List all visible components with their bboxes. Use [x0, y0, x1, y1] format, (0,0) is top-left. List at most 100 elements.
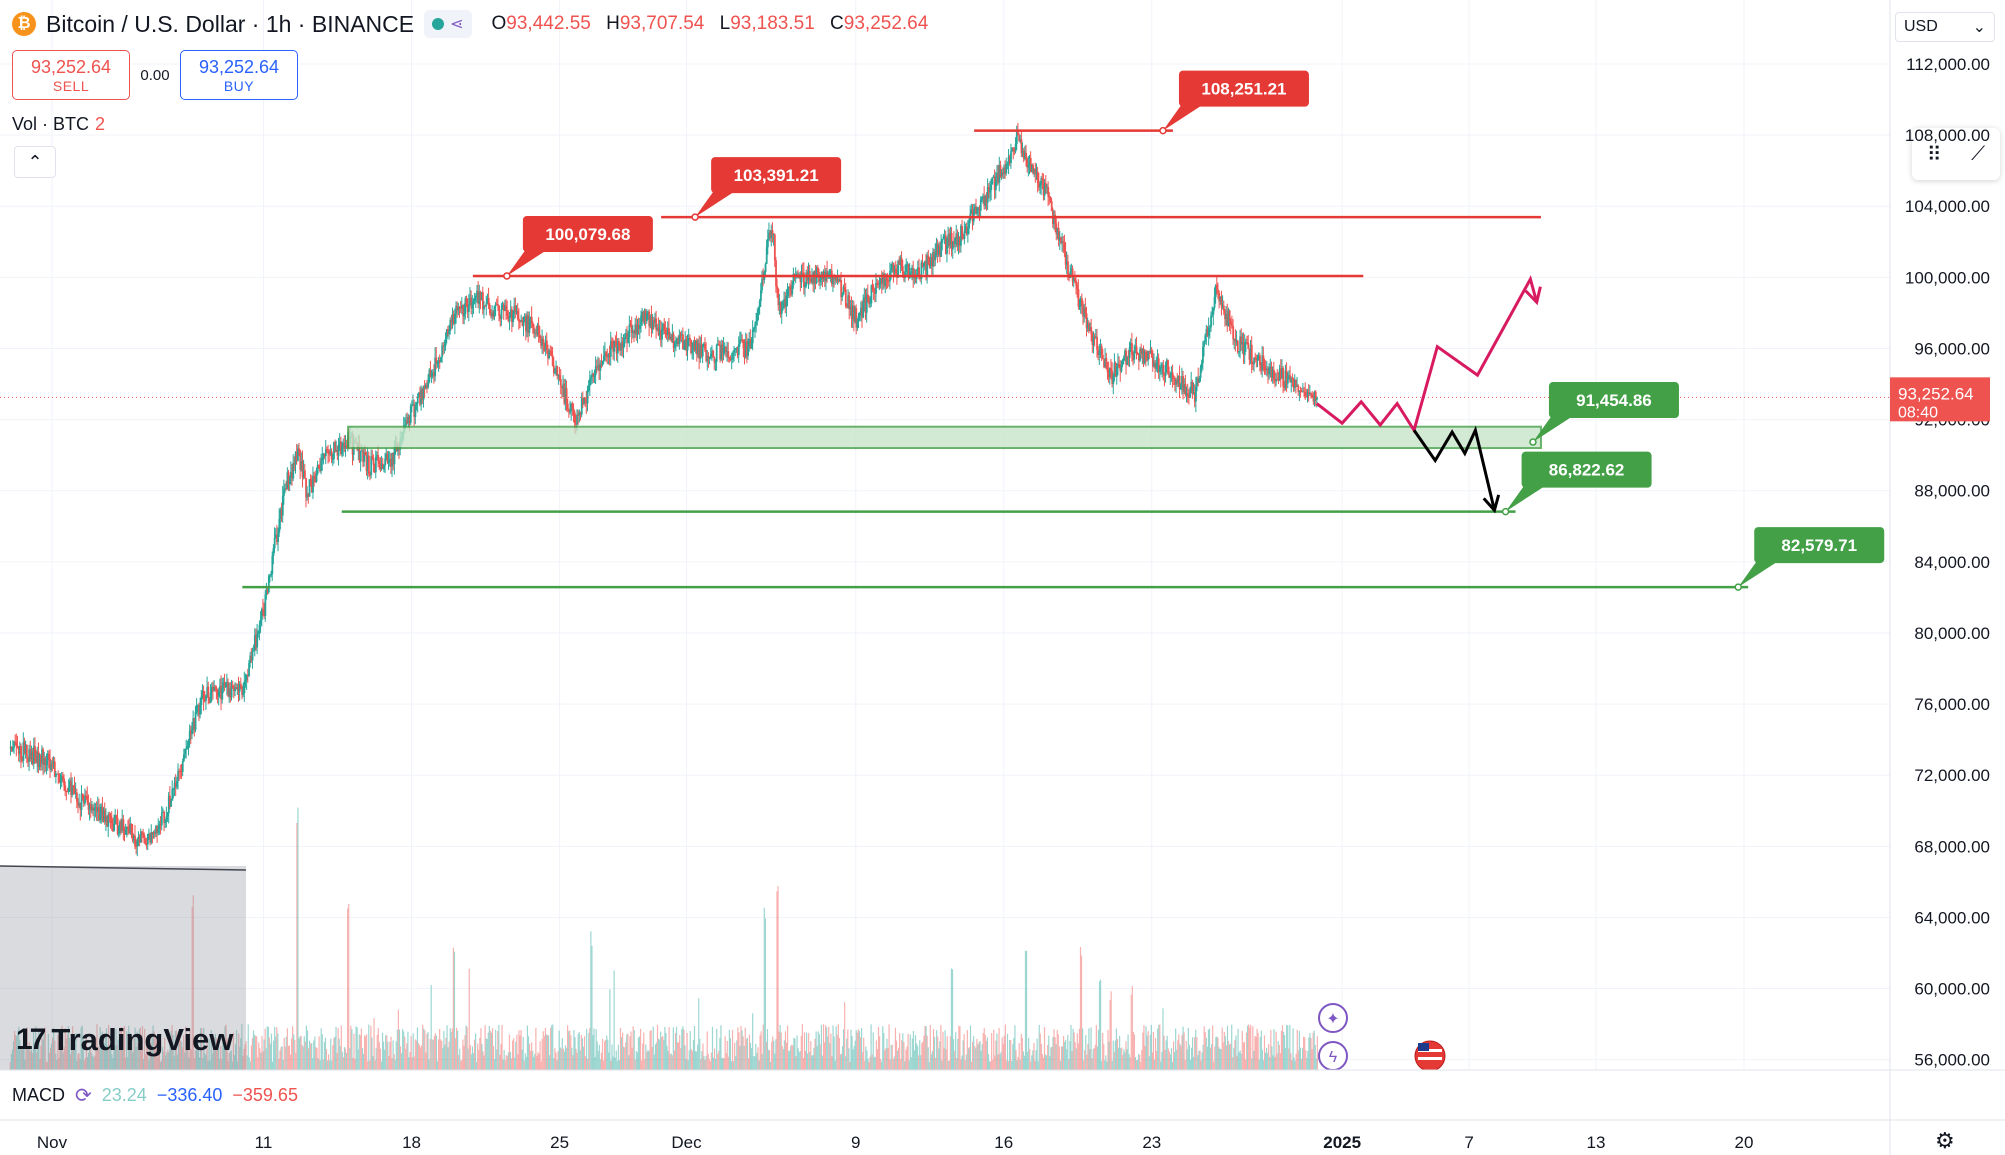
volume-bar [1067, 1034, 1069, 1070]
candle-body [196, 705, 199, 707]
candle-body [1043, 183, 1046, 196]
candle-body [920, 262, 923, 279]
candle-body [1007, 156, 1010, 164]
volume-bar [1154, 1038, 1157, 1070]
volume-bar [22, 1045, 24, 1070]
volume-bar [308, 1040, 311, 1070]
candle-body [999, 165, 1002, 177]
volume-bar [777, 886, 779, 1070]
volume-bar [315, 1047, 317, 1070]
volume-bar [736, 1040, 738, 1070]
volume-bar [773, 1040, 775, 1070]
volume-bar [946, 1036, 948, 1070]
volume-bar [854, 1040, 856, 1070]
candle-body [1104, 358, 1107, 368]
candle-body [1156, 358, 1159, 363]
volume-bar [646, 1051, 648, 1070]
volume-bar [751, 1048, 753, 1070]
level-anchor-dot [1501, 507, 1510, 516]
candle-body [937, 246, 940, 255]
candle-body [219, 685, 221, 692]
volume-bar [356, 1027, 358, 1070]
candle-body [101, 806, 104, 820]
volume-bar [1000, 1051, 1002, 1070]
candle-body [341, 446, 344, 454]
candle-body [1039, 184, 1041, 188]
volume-bar [1299, 1047, 1302, 1070]
buy-button[interactable]: 93,252.64 BUY [180, 50, 298, 100]
candle-body [792, 273, 795, 286]
drag-handle-icon[interactable]: ⠿ [1926, 143, 1942, 166]
candle-body [976, 207, 979, 214]
forecast-arrowhead [1524, 286, 1542, 306]
volume-bar [850, 1029, 852, 1070]
volume-bar [300, 1035, 302, 1070]
volume-bar [416, 1027, 419, 1070]
candle-body [740, 339, 743, 341]
candle-body [1260, 364, 1262, 371]
volume-bar [871, 1054, 873, 1070]
volume-legend[interactable]: Vol · BTC 2 [12, 114, 105, 135]
volume-bar [593, 1028, 595, 1070]
candle-body [45, 760, 48, 765]
volume-bar [1157, 1028, 1159, 1070]
candle-body [71, 785, 74, 795]
candle-body [984, 195, 987, 206]
trade-panel: 93,252.64 SELL 0.00 93,252.64 BUY [12, 50, 298, 100]
symbol-title[interactable]: Bitcoin / U.S. Dollar · 1h · BINANCE [46, 10, 415, 37]
volume-bar [495, 1029, 497, 1070]
volume-bar [579, 1050, 581, 1070]
volume-bar [404, 1036, 406, 1070]
currency-select[interactable]: USD ⌄ [1895, 12, 1995, 42]
volume-bar [1177, 1040, 1179, 1070]
settings-gear-icon[interactable]: ⚙ [1935, 1128, 1955, 1153]
trendline-tool-icon[interactable]: ⟋ [1971, 142, 1986, 165]
collapse-legend-button[interactable]: ⌃ [14, 146, 56, 178]
candle-body [1272, 369, 1275, 381]
volume-bar [700, 1059, 702, 1070]
sell-button[interactable]: 93,252.64 SELL [12, 50, 130, 100]
volume-bar [176, 1054, 178, 1070]
candle-body [328, 453, 331, 455]
volume-bar [610, 1060, 612, 1070]
volume-bar [430, 984, 432, 1070]
candle-body [255, 634, 257, 648]
volume-bar [1316, 1036, 1318, 1070]
volume-bar [762, 1024, 764, 1070]
candle-body [857, 316, 860, 322]
volume-bar [71, 1043, 73, 1070]
volume-bar [108, 1024, 110, 1070]
candle-body [1276, 379, 1279, 381]
tradingview-wordmark: TradingView [51, 1022, 234, 1057]
volume-bar [31, 1053, 34, 1070]
candle-body [28, 749, 31, 762]
candle-body [234, 687, 237, 692]
candle-body [991, 177, 994, 185]
volume-bar [747, 1058, 750, 1070]
volume-bar [129, 1032, 131, 1070]
refresh-icon[interactable]: ⟳ [75, 1085, 92, 1107]
market-status-pill[interactable]: ⋖ [424, 10, 472, 38]
candle-body [1010, 151, 1012, 163]
volume-bar [1068, 1059, 1070, 1070]
volume-bar [332, 1045, 334, 1070]
volume-bar [1108, 1041, 1110, 1070]
candle-countdown: 08:40 [1898, 404, 1938, 421]
volume-bar [1168, 1051, 1170, 1070]
candle-body [1014, 143, 1017, 152]
candle-body [932, 251, 934, 267]
level-price-label: 91,454.86 [1576, 391, 1652, 410]
volume-bar [342, 1057, 345, 1070]
candle-body [106, 816, 109, 827]
candle-body [953, 241, 955, 245]
volume-bar [985, 1040, 987, 1070]
macd-legend[interactable]: MACD ⟳ 23.24 −336.40 −359.65 [12, 1083, 298, 1108]
candle-body [670, 336, 673, 342]
volume-bar [1193, 1056, 1195, 1070]
price-chart[interactable]: 108,251.21103,391.21100,079.6891,454.868… [0, 0, 1890, 1070]
volume-bar [413, 1056, 415, 1070]
candle-body [388, 459, 391, 461]
volume-bar [283, 1037, 285, 1070]
volume-bar [966, 1030, 968, 1070]
candle-body [1152, 356, 1154, 367]
